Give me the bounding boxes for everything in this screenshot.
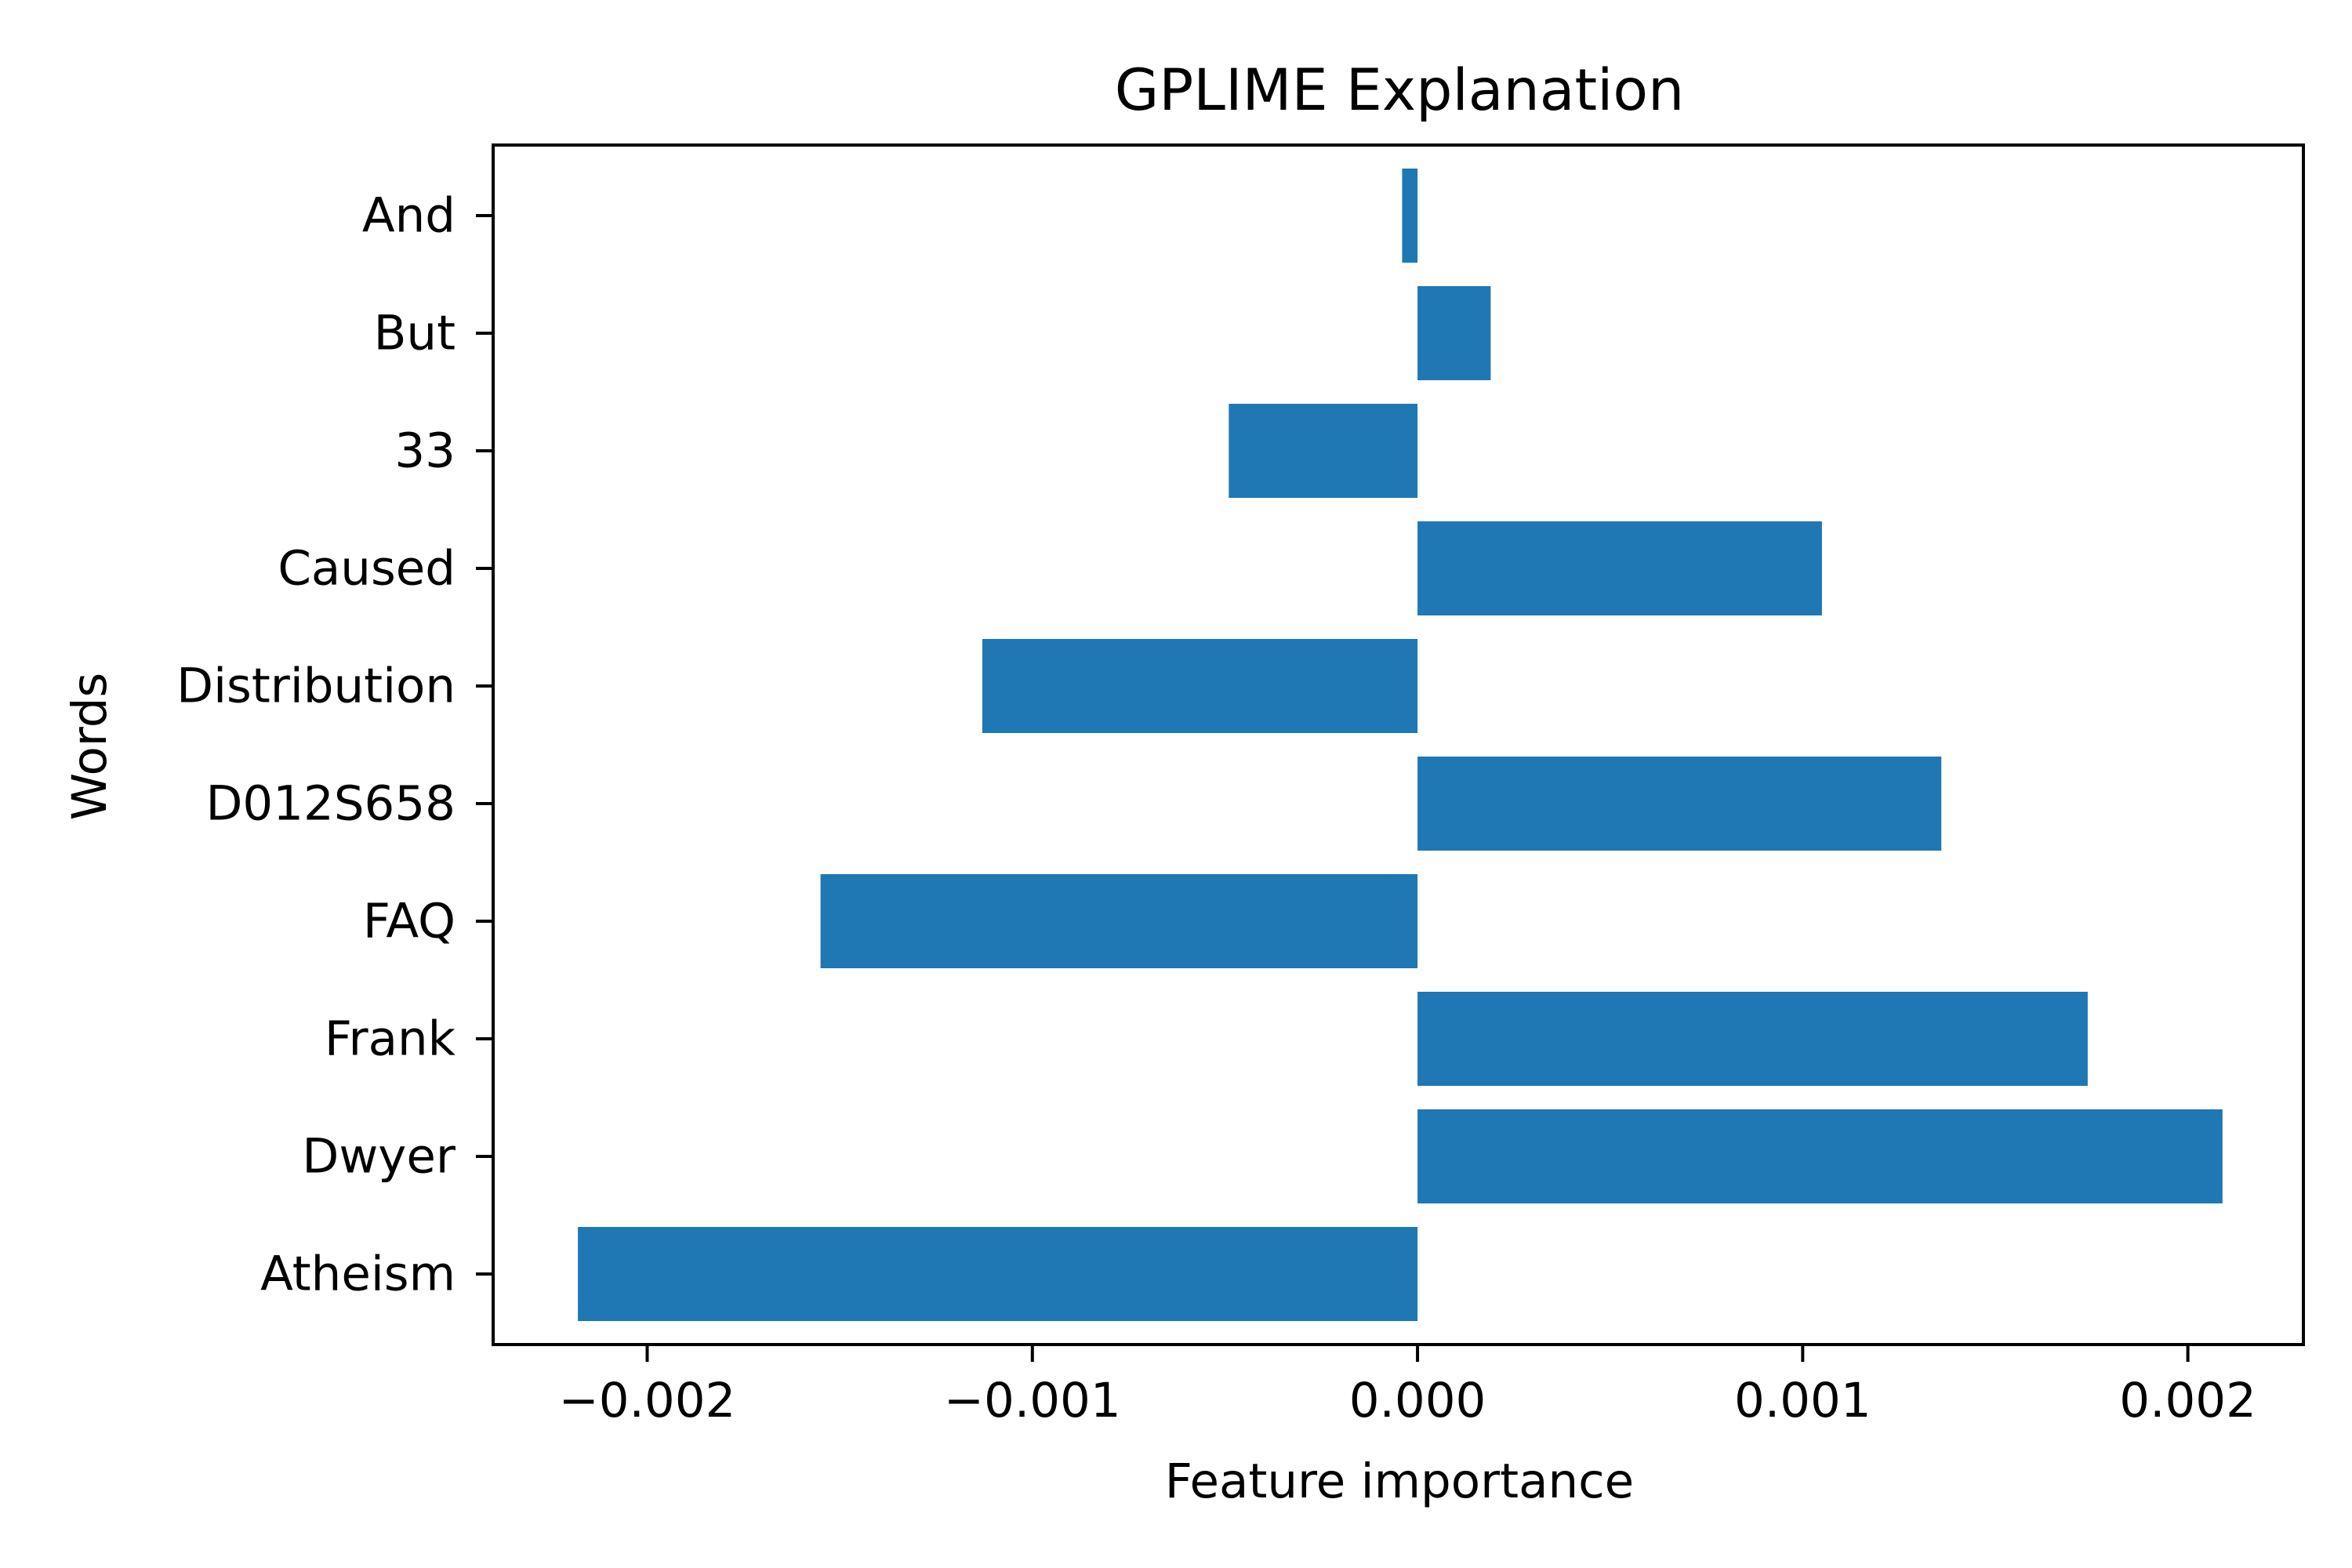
y-axis-label: Words [62, 673, 118, 821]
bar-faq [820, 874, 1418, 968]
bar-frank [1417, 992, 2088, 1086]
y-tick-label: 33 [394, 423, 456, 479]
chart-title: GPLIME Explanation [1115, 57, 1685, 124]
bar-33 [1229, 404, 1418, 498]
y-tick-label: And [362, 188, 456, 244]
y-tick-label: FAQ [363, 894, 456, 949]
y-tick-label: Caused [278, 541, 456, 597]
bar-atheism [578, 1227, 1418, 1321]
x-tick-label: 0.002 [2119, 1373, 2256, 1428]
bar-dwyer [1417, 1109, 2223, 1203]
y-tick-label: Dwyer [302, 1129, 456, 1185]
y-tick-label: But [374, 306, 456, 361]
x-tick-label: −0.001 [944, 1373, 1121, 1428]
bar-and [1402, 169, 1418, 263]
plot-frame [492, 143, 2305, 1346]
y-tick-label: Frank [325, 1011, 456, 1067]
x-tick-label: 0.000 [1349, 1373, 1486, 1428]
bar-distribution [982, 639, 1418, 733]
y-tick-label: Distribution [176, 659, 456, 714]
x-tick-label: 0.001 [1734, 1373, 1871, 1428]
bar-but [1417, 286, 1491, 380]
bar-caused [1417, 521, 1822, 615]
bars-group [578, 169, 2223, 1321]
bar-d012s658 [1417, 757, 1942, 851]
x-axis: −0.002 −0.001 0.000 0.001 0.002 [559, 1345, 2256, 1428]
y-tick-label: D012S658 [205, 776, 456, 832]
y-tick-label: Atheism [260, 1247, 456, 1302]
y-axis: Atheism Dwyer Frank FAQ D012S658 Distribution… [176, 188, 493, 1302]
x-axis-label: Feature importance [1165, 1454, 1634, 1509]
x-tick-label: −0.002 [559, 1373, 736, 1428]
